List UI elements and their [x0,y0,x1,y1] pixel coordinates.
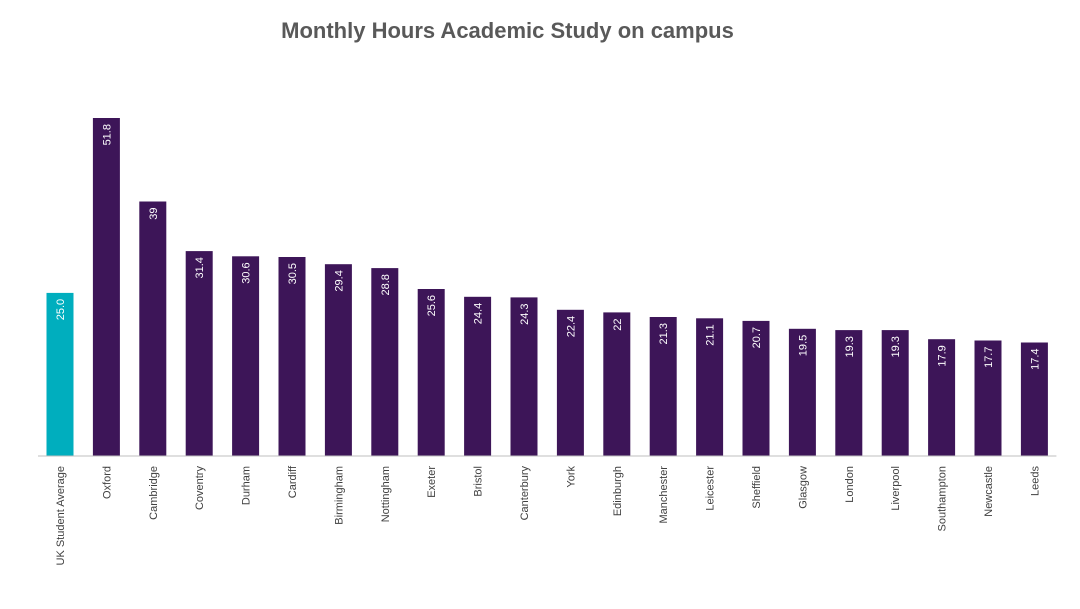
data-label: 24.3 [519,303,531,324]
x-tick-label: Cardiff [287,465,299,498]
bar [139,201,167,456]
data-label: 30.6 [241,262,253,283]
data-label: 17.9 [937,345,949,366]
x-tick-label: London [844,466,856,503]
bar [603,312,631,456]
data-label: 39 [148,208,160,220]
data-label: 21.3 [658,323,670,344]
bar [835,330,863,456]
data-label: 19.5 [797,335,809,356]
data-label: 22.4 [565,316,577,337]
x-tick-label: Canterbury [519,466,531,521]
data-label: 17.4 [1029,348,1041,369]
bar [324,264,352,456]
bar [510,297,538,456]
bar-average [46,292,74,456]
data-label: 25.6 [426,295,438,316]
bar [185,251,213,456]
data-label: 30.5 [287,263,299,284]
bar [1020,342,1048,456]
x-tick-label: Southampton [937,466,949,531]
x-tick-label: Liverpool [890,466,902,511]
x-tick-label: Glasgow [797,466,809,509]
x-tick-label: Edinburgh [612,466,624,516]
data-label: 17.7 [983,347,995,368]
x-tick-label: Leeds [1029,466,1041,496]
x-tick-label: Manchester [658,466,670,524]
data-label: 20.7 [751,327,763,348]
bar [974,340,1002,456]
x-tick-label: Bristol [473,466,485,497]
bar [696,318,724,456]
bar [92,118,120,456]
bar [556,309,584,456]
data-label: 24.4 [473,303,485,324]
chart-title: Monthly Hours Academic Study on campus [281,18,734,43]
data-label: 25.0 [55,299,67,320]
bar [742,320,770,456]
data-label: 29.4 [333,270,345,291]
x-tick-label: Oxford [101,466,113,499]
bar [928,339,956,456]
x-tick-label: Leicester [705,466,717,511]
bar [417,289,445,456]
bar [788,328,816,456]
data-label: 51.8 [101,124,113,145]
data-label: 31.4 [194,257,206,278]
data-label: 19.3 [890,336,902,357]
bar [371,268,399,456]
x-tick-label: Exeter [426,466,438,498]
x-tick-label: Birmingham [333,466,345,525]
x-tick-label: Newcastle [983,466,995,517]
x-tick-label: Durham [241,466,253,505]
data-label: 21.1 [705,324,717,345]
bar [649,317,677,456]
x-tick-label: UK Student Average [55,466,67,565]
bar [464,296,492,456]
bar [881,330,909,456]
x-tick-label: Coventry [194,466,206,511]
x-tick-label: Nottingham [380,466,392,522]
x-tick-label: York [565,466,577,488]
bar [278,257,306,456]
x-tick-label: Sheffield [751,466,763,509]
data-label: 19.3 [844,336,856,357]
x-tick-label: Cambridge [148,466,160,520]
data-label: 28.8 [380,274,392,295]
data-label: 22 [612,318,624,330]
bar [232,256,260,456]
